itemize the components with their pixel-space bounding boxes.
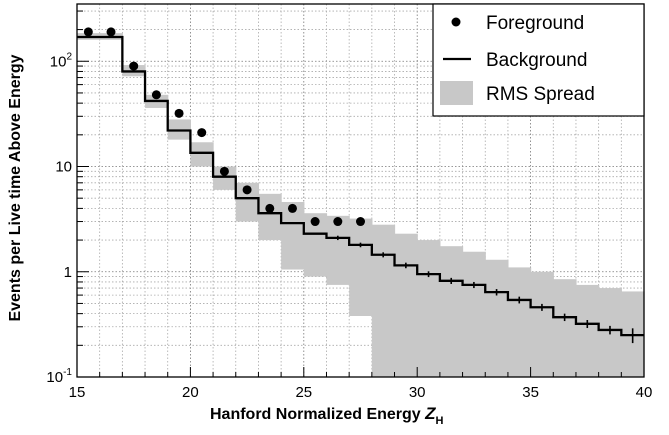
rms-band-bin xyxy=(371,224,396,377)
background-step-line xyxy=(77,35,644,337)
plot-frame xyxy=(76,3,645,378)
foreground-point xyxy=(333,217,343,227)
legend-marker-foreground xyxy=(451,17,461,27)
x-tick-label: 15 xyxy=(69,384,86,401)
x-tick-label: 40 xyxy=(636,384,653,401)
foreground-point xyxy=(287,203,297,213)
rms-band-bin xyxy=(462,251,486,377)
rms-band-bin xyxy=(575,284,600,377)
legend-label-rms-spread: RMS Spread xyxy=(486,84,595,105)
rms-band-bin xyxy=(507,267,532,377)
rms-band-bin xyxy=(394,233,418,377)
rms-band-bin xyxy=(190,142,214,167)
legend-label-foreground: Foreground xyxy=(486,13,584,34)
foreground-point xyxy=(242,185,252,195)
x-tick-label: 20 xyxy=(182,384,199,401)
y-tick-label: 10-1 xyxy=(46,367,72,386)
foreground-point xyxy=(151,90,161,100)
rms-band-bin xyxy=(439,246,464,377)
y-tick-exponent: -1 xyxy=(63,367,72,378)
foreground-point xyxy=(265,203,275,213)
foreground-series xyxy=(83,27,365,227)
rms-band-bin xyxy=(258,193,282,241)
rms-band-bin xyxy=(553,279,577,377)
foreground-point xyxy=(129,61,139,71)
legend-label-background: Background xyxy=(486,50,587,71)
y-tick-label: 1 xyxy=(64,264,72,281)
rms-band-bin xyxy=(235,182,260,222)
foreground-point xyxy=(219,166,229,176)
foreground-point xyxy=(83,27,93,37)
rms-band-bin xyxy=(485,259,509,377)
rms-band-bin xyxy=(349,218,373,316)
rms-band-bin xyxy=(213,166,237,190)
y-tick-label: 10 xyxy=(55,159,72,176)
foreground-point xyxy=(310,217,320,227)
rms-band-bin xyxy=(281,202,305,270)
rms-band-bin xyxy=(303,213,328,277)
legend-marker-rms-spread xyxy=(440,81,473,105)
y-tick-base: 1 xyxy=(64,264,72,281)
y-tick-base: 10 xyxy=(50,53,67,70)
x-tick-label: 35 xyxy=(522,384,539,401)
y-tick-base: 10 xyxy=(55,159,72,176)
foreground-point xyxy=(197,128,207,138)
y-axis-title: Events per Live time Above Energy xyxy=(7,54,24,321)
rms-band-bin xyxy=(417,240,441,377)
y-tick-base: 10 xyxy=(46,369,63,386)
y-tick-exponent: 2 xyxy=(66,51,72,62)
x-axis-title: Hanford Normalized Energy ZH xyxy=(210,404,444,427)
legend: Foreground Background RMS Spread xyxy=(432,3,645,117)
rms-band-bin xyxy=(530,271,554,377)
y-tick-label: 102 xyxy=(50,51,73,70)
foreground-point xyxy=(356,217,365,227)
x-tick-label: 30 xyxy=(409,384,426,401)
rms-band-bin xyxy=(326,215,350,285)
x-tick-label: 25 xyxy=(295,384,312,401)
foreground-point xyxy=(174,108,184,118)
foreground-point xyxy=(106,27,116,37)
background-series xyxy=(77,35,644,344)
